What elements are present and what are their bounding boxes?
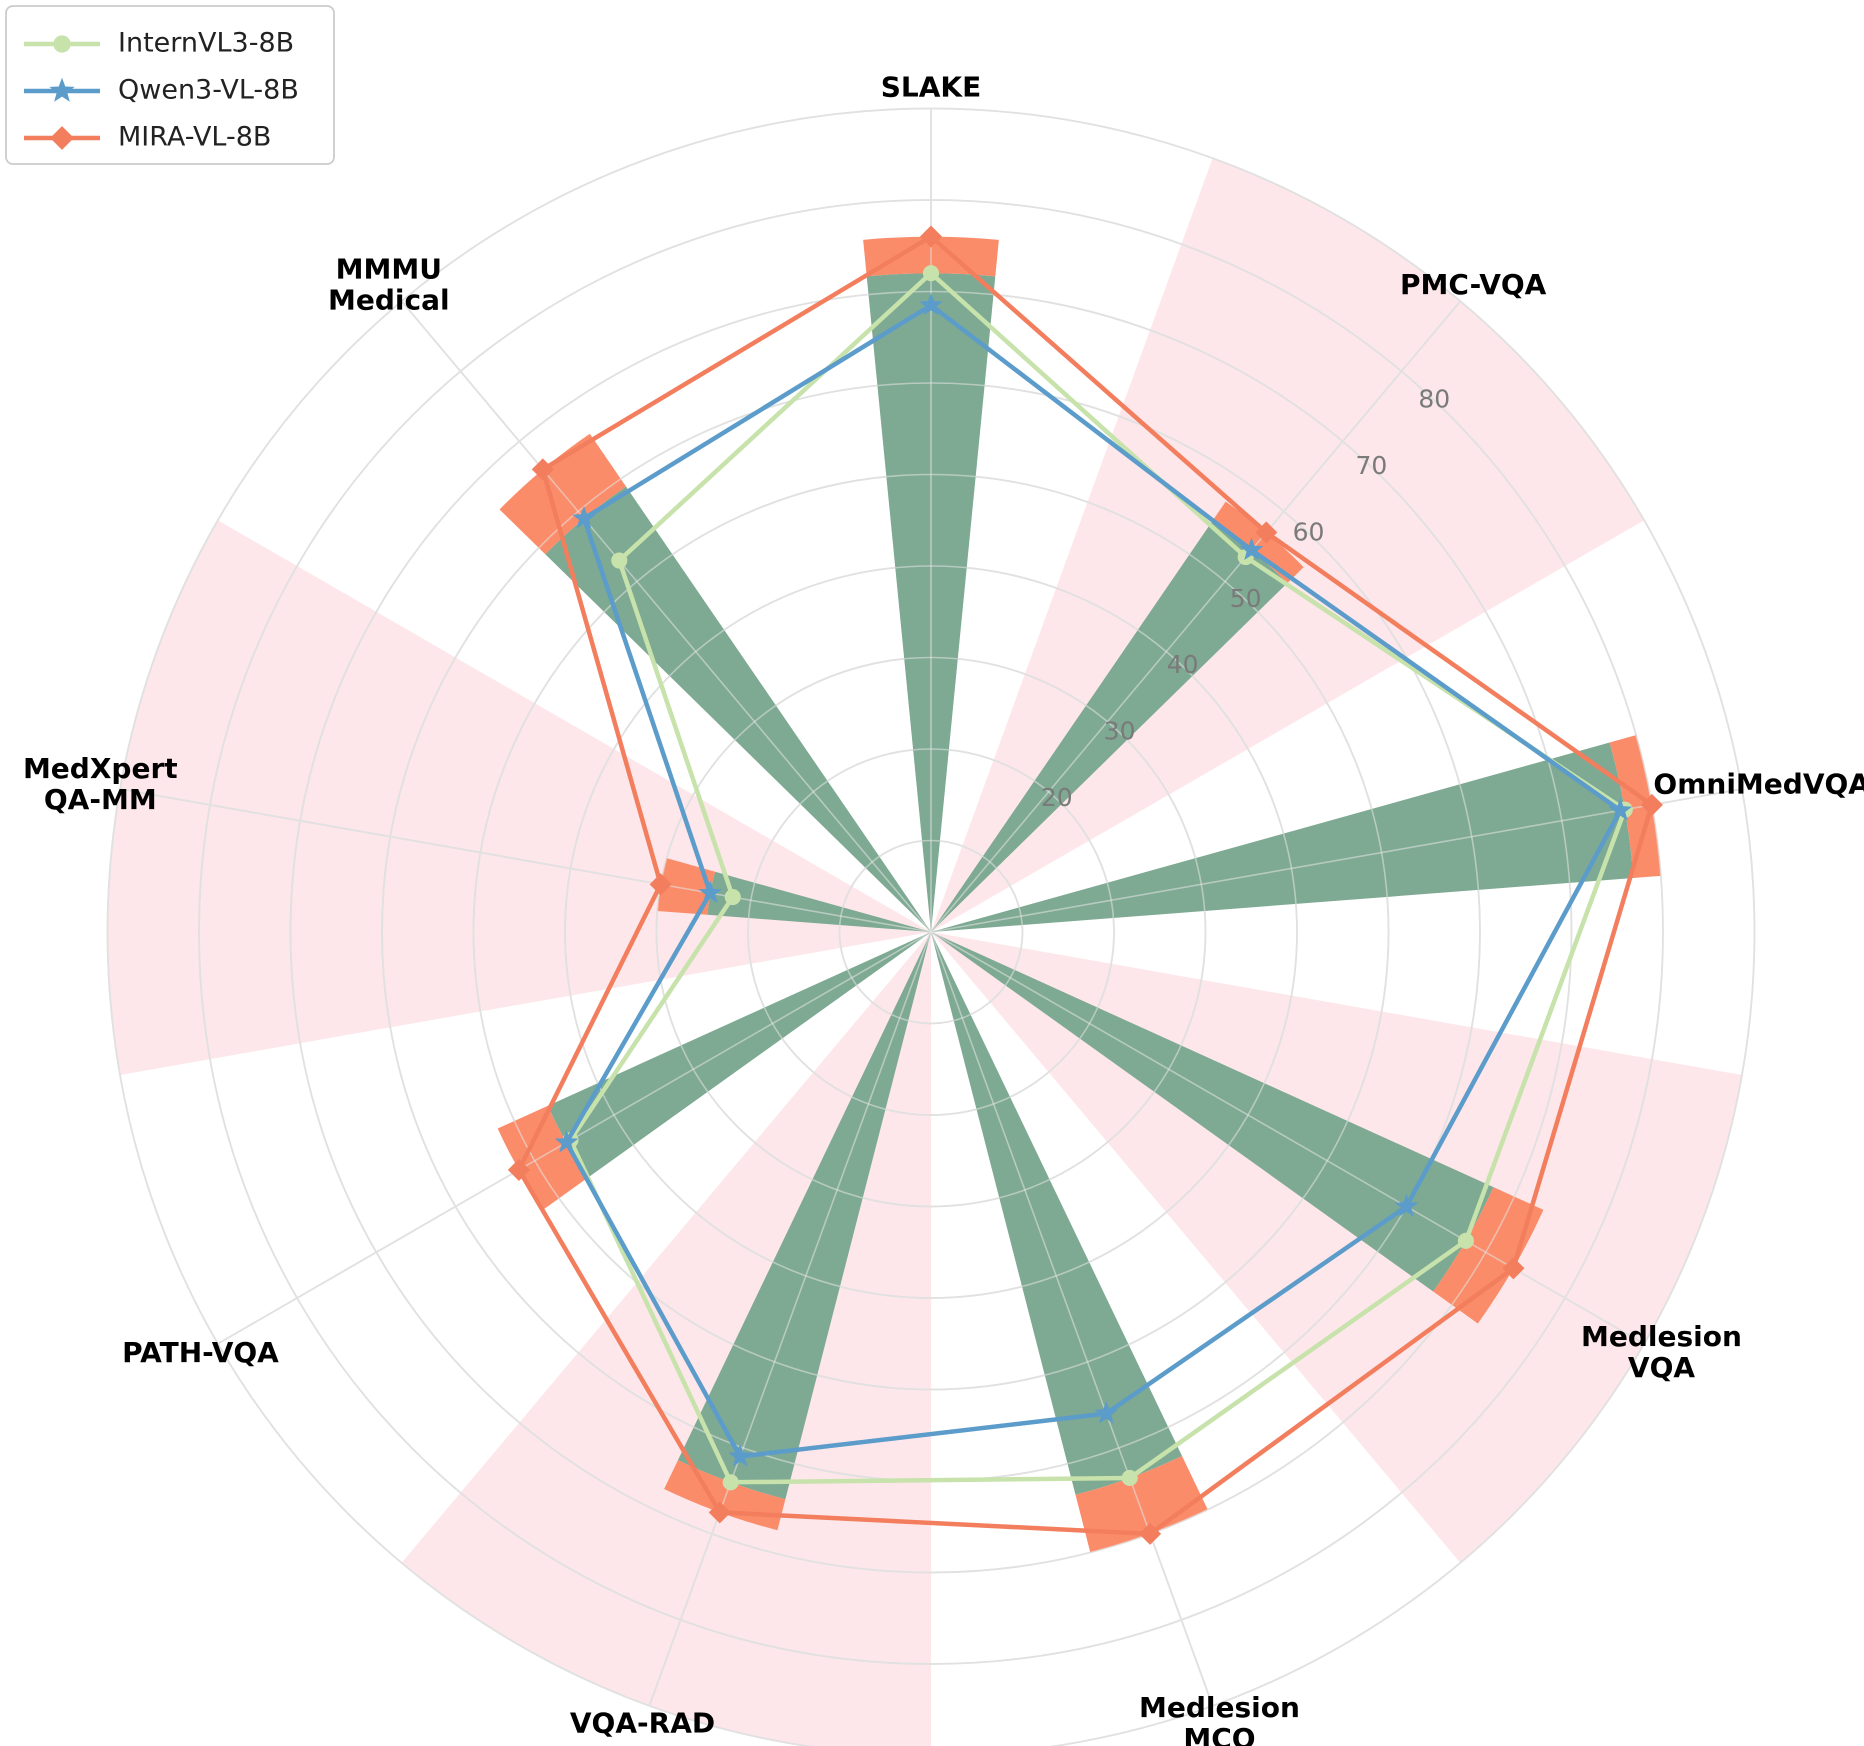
highlight-sector-5 xyxy=(401,932,931,1746)
radial-tick-label: 30 xyxy=(1104,717,1136,746)
data-point xyxy=(708,1501,731,1524)
gain-bar xyxy=(657,858,716,915)
radial-tick-label: 40 xyxy=(1167,650,1199,679)
radial-tick-label: 80 xyxy=(1418,385,1450,414)
axis-label: VQA-RAD xyxy=(570,1707,715,1740)
data-point xyxy=(919,225,943,248)
axis-label: QA-MM xyxy=(44,783,157,816)
gain-bar xyxy=(1433,1187,1544,1324)
legend-marker xyxy=(49,77,75,102)
base-bar xyxy=(547,932,931,1178)
grid-spoke-overlay xyxy=(648,931,932,1707)
data-point xyxy=(919,292,943,316)
data-point xyxy=(1121,1469,1138,1487)
axis-label: Medical xyxy=(328,283,450,316)
gain-bar xyxy=(1609,735,1661,878)
axis-label: MedXpert xyxy=(23,752,178,785)
highlight-sector-7 xyxy=(107,520,932,1075)
series-line-1 xyxy=(564,302,1623,1459)
data-point xyxy=(1394,1194,1419,1217)
axis-label: SLAKE xyxy=(881,71,982,104)
base-bar xyxy=(545,486,931,932)
data-point xyxy=(698,880,722,904)
axis-labels: SLAKEPMC-VQAOmniMedVQAMedlesionVQAMedles… xyxy=(23,71,1864,1746)
legend-entry: Qwen3-VL-8B xyxy=(118,75,299,106)
grid-spoke-overlay xyxy=(930,300,1461,933)
data-point xyxy=(1094,1401,1118,1424)
radial-tick-label: 60 xyxy=(1293,517,1325,546)
data-point xyxy=(1640,793,1663,816)
base-bar xyxy=(677,932,931,1500)
axis-label: PATH-VQA xyxy=(122,1336,279,1369)
legend-entry: MIRA-VL-8B xyxy=(118,122,271,153)
grid-spoke-overlay xyxy=(930,931,1214,1707)
data-point xyxy=(554,1130,579,1153)
base-bar xyxy=(931,932,1494,1292)
base-bar xyxy=(931,742,1634,932)
radial-tick-label: 50 xyxy=(1230,584,1262,613)
data-point xyxy=(1139,1522,1162,1545)
grid-spoke-overlay xyxy=(119,788,932,933)
highlight-sector-3 xyxy=(931,932,1742,1563)
data-point xyxy=(649,873,672,896)
data-point xyxy=(1239,537,1264,560)
data-point xyxy=(722,1474,739,1491)
axis-label: VQA xyxy=(1628,1351,1695,1384)
base-bar xyxy=(931,520,1288,932)
axis-label: Medlesion xyxy=(1139,1691,1300,1724)
data-point xyxy=(572,506,596,529)
series-lines xyxy=(507,225,1663,1545)
series-line-2 xyxy=(516,234,1655,1537)
gain-bar xyxy=(497,1105,589,1209)
axis-label: MMMU xyxy=(336,252,442,285)
data-point xyxy=(724,888,741,906)
axis-label: OmniMedVQA xyxy=(1653,768,1864,801)
data-point xyxy=(611,552,628,569)
data-point xyxy=(1502,1257,1525,1280)
legend-entry: InternVL3-8B xyxy=(118,28,294,59)
data-point xyxy=(1608,798,1633,821)
data-point xyxy=(1255,521,1278,544)
base-bar xyxy=(707,871,931,932)
radial-tick-label: 20 xyxy=(1041,783,1073,812)
legend-marker xyxy=(50,126,74,150)
base-bar xyxy=(931,932,1183,1495)
grid-spoke-overlay xyxy=(401,300,932,933)
legend-marker xyxy=(53,35,71,53)
grid-spoke-overlay xyxy=(930,931,1645,1345)
bar-layer xyxy=(106,107,1756,1746)
data-point xyxy=(922,265,940,282)
radial-tick-label: 70 xyxy=(1355,451,1387,480)
radial-tick-labels: 20 30 40 50 60 70 80 xyxy=(1041,385,1450,813)
data-point xyxy=(728,1444,752,1467)
axis-label: MCQ xyxy=(1183,1722,1255,1746)
legend: InternVL3-8B Qwen3-VL-8B MIRA-VL-8B xyxy=(5,5,335,165)
gain-bar xyxy=(1075,1455,1208,1553)
data-point xyxy=(507,1158,530,1181)
series-line-0 xyxy=(568,270,1628,1485)
data-point xyxy=(531,458,554,481)
grid-spoke-overlay xyxy=(930,788,1743,933)
axis-label: Medlesion xyxy=(1581,1320,1742,1353)
axis-label: PMC-VQA xyxy=(1400,268,1547,301)
data-point xyxy=(1457,1232,1474,1249)
